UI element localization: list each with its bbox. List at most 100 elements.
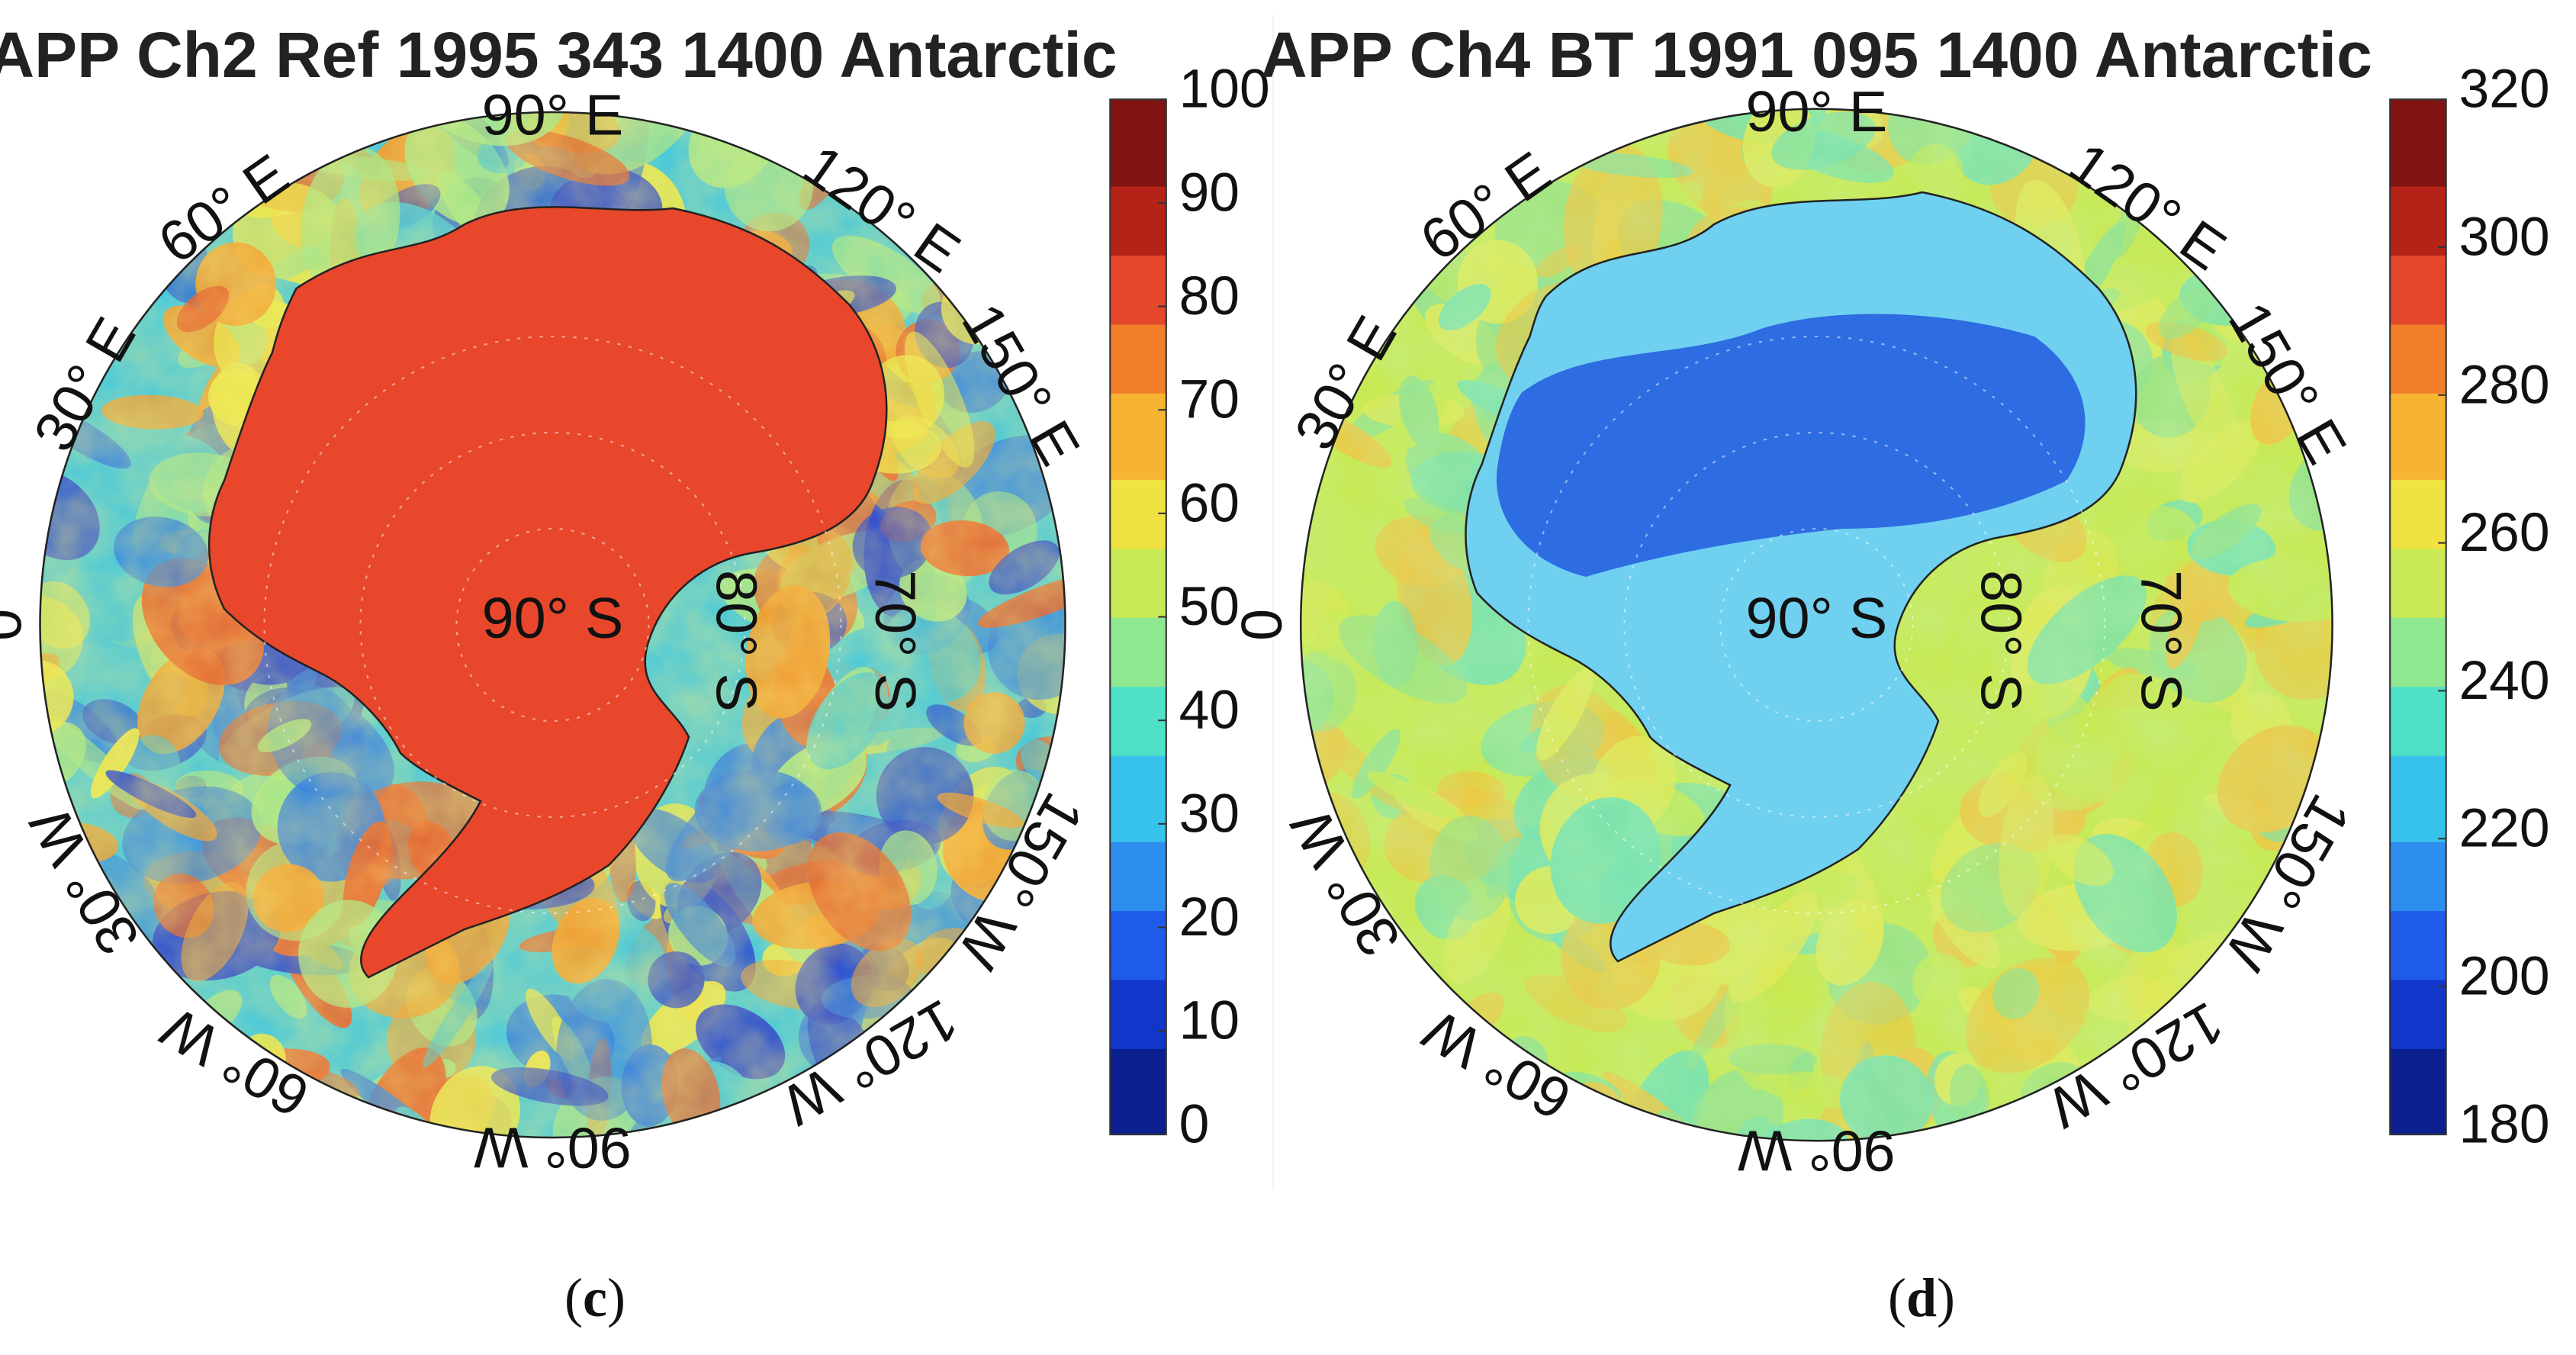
polar-map-c: APP Ch2 Ref 1995 343 1400 Antarctic 90° …: [0, 19, 1270, 1180]
grid-label: 90° W: [474, 1115, 632, 1179]
colorbar-swatch: [1110, 134, 1166, 153]
colorbar-swatch: [1110, 668, 1166, 687]
colorbar-swatch: [1110, 875, 1166, 894]
colorbar-swatch: [2390, 323, 2446, 343]
colorbar-tick-label: 300: [2459, 207, 2550, 268]
colorbar-swatch: [2390, 893, 2446, 912]
graticule-d: [1527, 335, 2106, 915]
colorbar-swatch: [2390, 755, 2446, 774]
colorbar-swatch: [2390, 1031, 2446, 1050]
colorbar-swatch: [2390, 375, 2446, 394]
colorbar-tick-label: 0: [1179, 1093, 1210, 1154]
colorbar-swatch: [1110, 685, 1166, 704]
colorbar-swatch: [1110, 168, 1166, 187]
chart-title-d: APP Ch4 BT 1991 095 1400 Antarctic: [1261, 19, 2372, 91]
colorbar-swatch: [2390, 358, 2446, 377]
caption-d: (d): [1888, 1267, 1956, 1328]
colorbar-swatch: [1110, 530, 1166, 549]
colorbar-swatch: [2390, 1082, 2446, 1101]
colorbar-swatch: [2390, 565, 2446, 584]
colorbar-swatch: [1110, 771, 1166, 790]
colorbar-swatch: [1110, 651, 1166, 670]
colorbar-swatch: [1110, 202, 1166, 221]
grid-label: 80° S: [704, 570, 768, 712]
colorbar-swatch: [2390, 392, 2446, 411]
colorbar-swatch: [2390, 961, 2446, 980]
colorbar-swatch: [2390, 1117, 2446, 1136]
panel-c: APP Ch2 Ref 1995 343 1400 Antarctic 90° …: [0, 0, 1270, 1221]
colorbar-tick-label: 280: [2459, 354, 2550, 415]
colorbar-swatch: [2390, 410, 2446, 429]
colorbar-swatch: [1110, 806, 1166, 826]
colorbar-swatch: [1110, 703, 1166, 722]
colorbar-swatch: [1110, 116, 1166, 135]
colorbar-tick-label: 180: [2459, 1093, 2550, 1154]
colorbar-tick-label: 240: [2459, 650, 2550, 711]
colorbar-swatch: [2390, 288, 2446, 307]
colorbar-swatch: [2390, 237, 2446, 256]
colorbar-swatch: [1110, 185, 1166, 204]
colorbar-swatch: [1110, 823, 1166, 842]
colorbar-swatch: [1110, 358, 1166, 377]
polar-map-d: APP Ch4 BT 1991 095 1400 Antarctic 90° E…: [1230, 19, 2550, 1183]
colorbar-swatch: [1110, 634, 1166, 652]
colorbar-swatch: [1110, 288, 1166, 307]
colorbar-swatch: [1110, 858, 1166, 877]
colorbar-tick-label: 30: [1179, 783, 1240, 844]
colorbar-swatch: [2390, 927, 2446, 946]
colorbar-swatch: [1110, 599, 1166, 618]
colorbar-tick-label: 70: [1179, 369, 1240, 430]
colorbar-swatch: [2390, 668, 2446, 687]
colorbar-swatch: [1110, 1013, 1166, 1032]
map-border-d: [1299, 108, 2333, 1142]
colorbar-swatch: [1110, 1117, 1166, 1136]
colorbar-swatch: [1110, 996, 1166, 1015]
grid-label: 80° S: [1969, 570, 2033, 712]
colorbar-swatch: [2390, 116, 2446, 135]
colorbar-frame: [2389, 98, 2447, 1135]
colorbar-swatch: [1110, 237, 1166, 256]
colorbar-swatch: [2390, 651, 2446, 670]
colorbar-swatch: [1110, 99, 1166, 118]
colorbar-swatch: [2390, 875, 2446, 894]
grid-label: 70° S: [863, 570, 927, 712]
colorbar-swatch: [2390, 858, 2446, 877]
grid-label: 0: [0, 609, 34, 641]
colorbar-swatch: [1110, 444, 1166, 463]
colorbar-swatch: [2390, 202, 2446, 221]
grid-label: 90° S: [1746, 587, 1888, 651]
grid-label: 90° E: [1746, 80, 1888, 144]
colorbar-tick-label: 220: [2459, 798, 2550, 859]
colorbar-c: 0 10 20 30 40 50 60 70 80 90 100: [1109, 59, 1270, 1154]
colorbar-swatch: [2390, 340, 2446, 359]
colorbar-swatch: [2390, 823, 2446, 842]
colorbar-swatch: [2390, 703, 2446, 722]
colorbar-swatch: [2390, 841, 2446, 860]
colorbar-swatch: [2390, 720, 2446, 739]
colorbar-swatch: [1110, 392, 1166, 411]
colorbar-swatch: [2390, 99, 2446, 118]
colorbar-swatch: [2390, 582, 2446, 601]
colorbar-swatch: [1110, 841, 1166, 860]
colorbar-swatch: [2390, 1065, 2446, 1084]
colorbar-swatch: [2390, 462, 2446, 480]
colorbar-swatch: [1110, 961, 1166, 980]
colorbar-tick-label: 20: [1179, 887, 1240, 948]
map-disc-d: [1301, 108, 2333, 1141]
colorbar-tick-label: 80: [1179, 266, 1240, 327]
colorbar-swatch: [1110, 1082, 1166, 1101]
caption-c: (c): [564, 1267, 626, 1328]
colorbar-swatch: [2390, 513, 2446, 532]
colorbar-swatch: [1110, 616, 1166, 636]
colorbar-swatch: [2390, 548, 2446, 566]
colorbar-swatch: [2390, 220, 2446, 239]
colorbar-tick-label: 260: [2459, 502, 2550, 563]
colorbar-swatch: [1110, 323, 1166, 343]
colorbar-tick-label: 200: [2459, 945, 2550, 1006]
colorbar-swatch: [2390, 737, 2446, 756]
colorbar-d: 180 200 220 240 260 280 300 320: [2389, 59, 2550, 1154]
colorbar-tick-label: 90: [1179, 162, 1240, 223]
antarctica-outline-c: [207, 206, 888, 979]
colorbar-swatch: [2390, 530, 2446, 549]
colorbar-tick-label: 50: [1179, 576, 1240, 637]
